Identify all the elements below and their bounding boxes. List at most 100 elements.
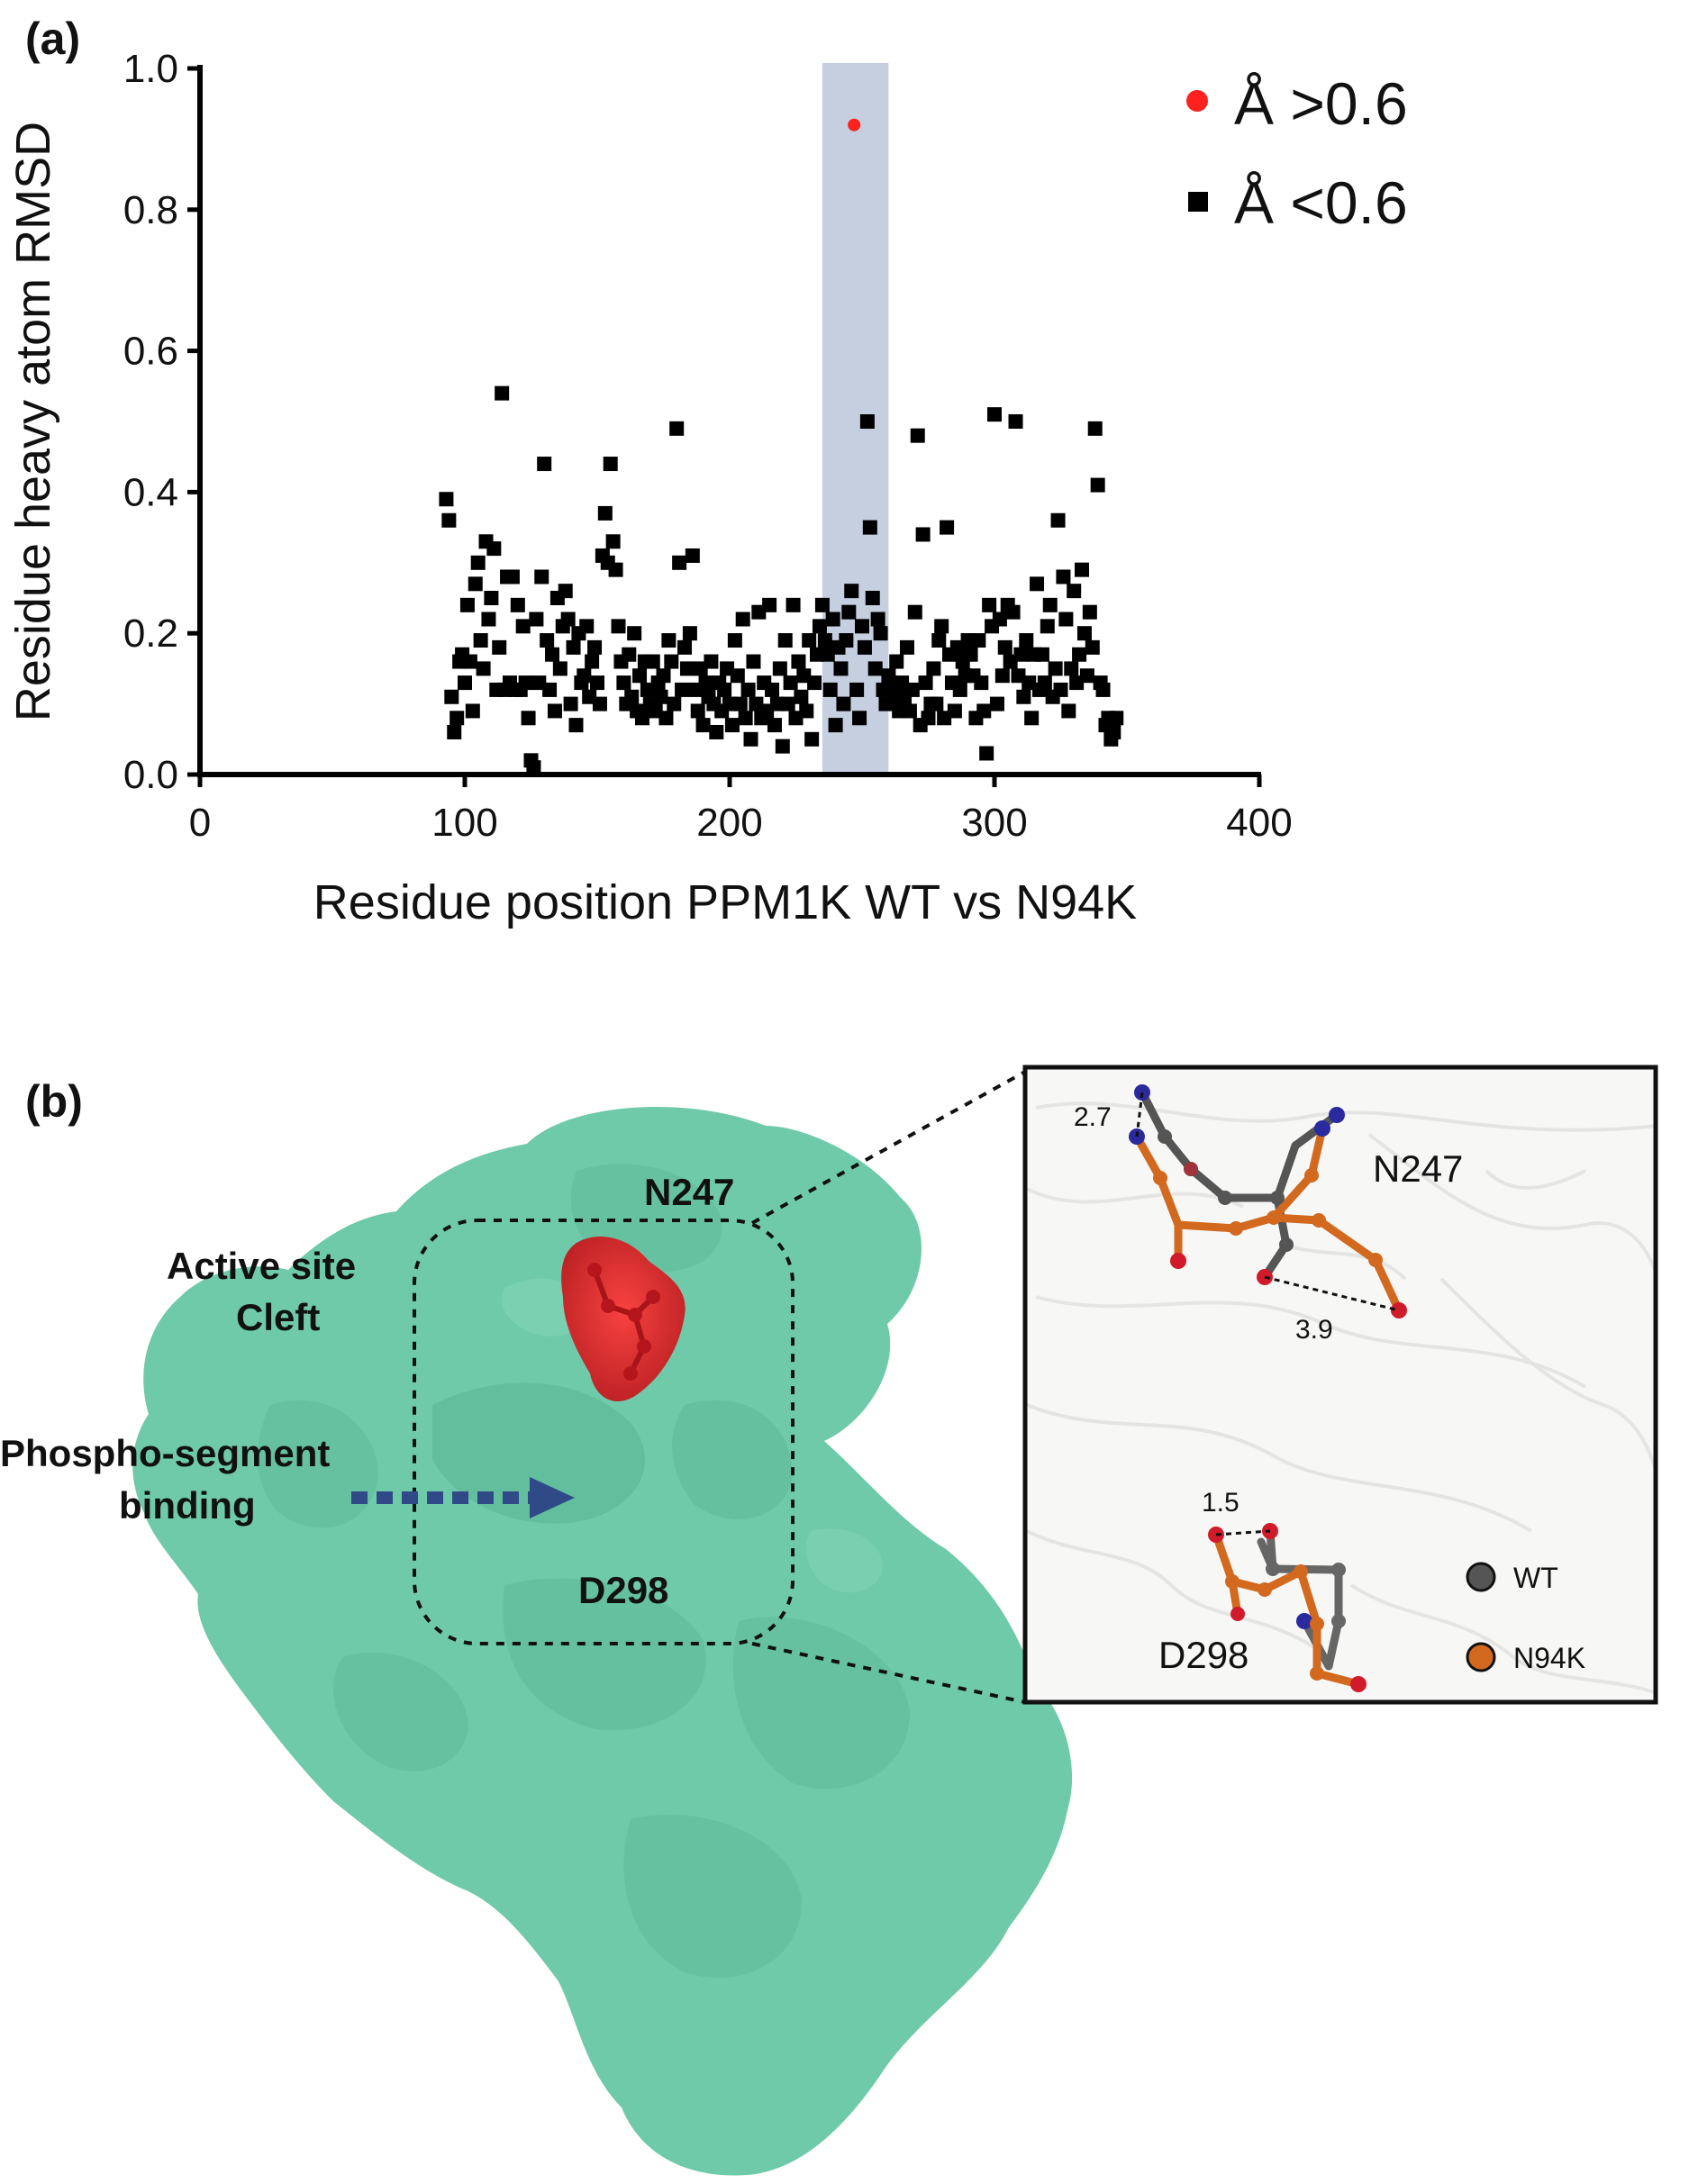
low-rmsd-point-57 <box>590 675 604 691</box>
low-rmsd-point-53 <box>579 619 595 634</box>
low-rmsd-point-124 <box>767 718 782 733</box>
low-rmsd-point-46 <box>560 612 576 627</box>
low-rmsd-point-109 <box>727 633 742 648</box>
low-rmsd-point-217 <box>1016 689 1031 704</box>
low-rmsd-point-97 <box>695 718 711 733</box>
low-rmsd-point-84 <box>661 633 677 648</box>
low-rmsd-point-143 <box>817 633 832 648</box>
low-rmsd-point-233 <box>1058 612 1074 627</box>
low-rmsd-point-113 <box>738 711 753 726</box>
low-rmsd-point-207 <box>989 696 1004 711</box>
low-rmsd-point-136 <box>799 703 814 719</box>
low-rmsd-point-1 <box>441 512 457 528</box>
n247-hotspot <box>561 1236 686 1401</box>
low-rmsd-point-131 <box>785 597 801 612</box>
low-rmsd-point-110 <box>730 668 745 684</box>
low-rmsd-point-184 <box>929 696 944 711</box>
low-rmsd-point-69 <box>622 647 637 662</box>
low-rmsd-point-177 <box>910 428 925 443</box>
low-rmsd-point-235 <box>1064 661 1079 676</box>
low-rmsd-point-234 <box>1061 703 1076 719</box>
low-rmsd-point-247 <box>1095 682 1111 697</box>
low-rmsd-point-122 <box>762 597 777 612</box>
low-rmsd-point-242 <box>1082 604 1097 620</box>
low-rmsd-point-220 <box>1024 711 1040 726</box>
low-rmsd-point-87 <box>669 421 685 436</box>
low-rmsd-point-218 <box>1019 633 1034 648</box>
low-rmsd-point-115 <box>743 731 758 747</box>
low-rmsd-point-83 <box>658 711 674 726</box>
low-rmsd-point-33 <box>526 760 541 775</box>
low-rmsd-point-231 <box>1053 682 1068 697</box>
y-ticks: 0.0 0.2 0.4 0.6 0.8 1.0 <box>123 47 200 797</box>
low-rmsd-point-173 <box>899 639 914 655</box>
low-rmsd-point-62 <box>603 457 618 472</box>
low-rmsd-point-116 <box>746 654 761 669</box>
d298-label: D298 <box>578 1569 668 1611</box>
low-rmsd-point-16 <box>481 612 496 627</box>
low-rmsd-point-158 <box>859 414 875 429</box>
low-rmsd-point-21 <box>495 385 510 401</box>
low-rmsd-point-179 <box>915 527 931 542</box>
low-rmsd-point-34 <box>529 612 544 627</box>
y-tick-label-0: 0.0 <box>123 753 178 797</box>
low-rmsd-point-98 <box>698 675 713 691</box>
low-rmsd-point-126 <box>772 661 787 676</box>
inset-legend-wt-label: WT <box>1513 1562 1558 1594</box>
x-ticks: 0 100 200 300 400 <box>189 775 1293 845</box>
low-rmsd-point-17 <box>484 591 499 605</box>
inset-dist-2: 3.9 <box>1295 1315 1333 1345</box>
low-rmsd-point-90 <box>677 639 693 655</box>
low-rmsd-point-216 <box>1013 647 1029 662</box>
low-rmsd-point-156 <box>855 619 869 634</box>
low-rmsd-point-7 <box>458 675 472 691</box>
low-rmsd-point-145 <box>822 682 838 697</box>
low-rmsd-point-13 <box>473 633 488 648</box>
n247-atoms <box>1129 1084 1407 1319</box>
low-rmsd-point-52 <box>577 668 592 684</box>
low-rmsd-point-49 <box>568 718 584 733</box>
low-rmsd-point-213 <box>1005 604 1021 620</box>
low-rmsd-point-202 <box>976 703 992 719</box>
low-rmsd-point-241 <box>1079 668 1094 684</box>
low-rmsd-point-64 <box>608 562 623 577</box>
low-rmsd-point-70 <box>624 689 640 704</box>
dist-line-1 <box>1135 1092 1144 1137</box>
low-rmsd-point-0 <box>439 492 454 507</box>
inset-panel: N247 D298 2.7 3.9 1.5 WT N94K <box>1022 1065 1658 1705</box>
low-rmsd-point-89 <box>675 682 690 697</box>
low-rmsd-point-243 <box>1085 639 1100 655</box>
low-rmsd-point-95 <box>690 703 705 719</box>
low-rmsd-point-111 <box>732 696 748 711</box>
low-rmsd-point-41 <box>547 703 562 719</box>
low-rmsd-point-130 <box>783 675 798 691</box>
low-rmsd-point-141 <box>812 619 827 634</box>
low-rmsd-point-65 <box>611 619 626 634</box>
low-rmsd-point-229 <box>1048 661 1063 676</box>
low-rmsd-point-133 <box>791 654 806 669</box>
low-rmsd-point-27 <box>510 597 525 612</box>
low-rmsd-point-154 <box>849 682 865 697</box>
legend-high-label: Å >0.6 <box>1234 70 1408 137</box>
low-rmsd-point-176 <box>907 604 922 620</box>
phospho-label-1: Phospho-segment <box>0 1432 330 1474</box>
low-rmsd-point-10 <box>465 703 480 719</box>
low-rmsd-point-146 <box>825 612 840 627</box>
low-rmsd-point-152 <box>841 604 857 620</box>
legend: Å >0.6 Å <0.6 <box>1186 70 1408 236</box>
x-tick-label-1: 100 <box>431 801 497 845</box>
low-rmsd-point-36 <box>534 569 549 585</box>
low-rmsd-point-128 <box>777 633 793 648</box>
y-tick-label-2: 0.4 <box>123 470 178 514</box>
low-rmsd-point-3 <box>447 724 462 739</box>
inset-legend-wt-marker <box>1466 1562 1496 1592</box>
active-site-label-2: Cleft <box>236 1296 320 1338</box>
low-rmsd-point-153 <box>844 584 859 599</box>
low-rmsd-point-225 <box>1037 675 1052 691</box>
low-rmsd-point-206 <box>987 407 1002 422</box>
low-rmsd-point-31 <box>521 711 536 726</box>
phospho-arrow <box>351 1477 575 1518</box>
low-rmsd-point-82 <box>656 668 671 684</box>
low-rmsd-point-58 <box>592 696 607 711</box>
low-rmsd-point-181 <box>921 711 936 726</box>
